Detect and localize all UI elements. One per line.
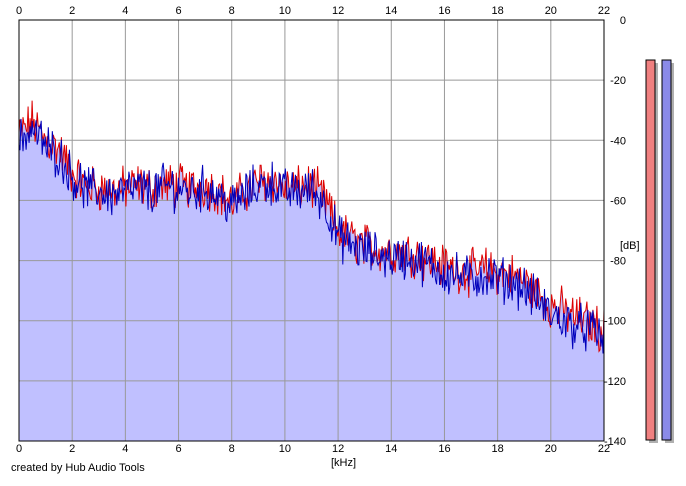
x-tick-label-bottom: 2 — [69, 443, 75, 455]
x-tick-label-bottom: 4 — [122, 443, 128, 455]
x-tick-label-top: 4 — [122, 5, 128, 17]
x-tick-label-top: 22 — [598, 5, 610, 17]
x-tick-label-top: 10 — [279, 5, 291, 17]
credit-text: created by Hub Audio Tools — [11, 462, 145, 474]
series-line-right — [18, 118, 605, 354]
series-layer — [18, 100, 605, 354]
peak-meter-bar — [645, 59, 656, 441]
x-axis-label: [kHz] — [331, 457, 357, 469]
y-tick-label: -20 — [610, 75, 626, 87]
x-tick-label-top: 18 — [492, 5, 504, 17]
y-tick-label: -100 — [604, 316, 626, 328]
x-tick-label-bottom: 12 — [332, 443, 344, 455]
x-tick-label-bottom: 18 — [492, 443, 504, 455]
plot-frame — [18, 19, 605, 442]
y-tick-label: -140 — [604, 436, 626, 448]
peak-meters — [645, 59, 674, 443]
y-axis-label: [dB] — [620, 240, 640, 252]
x-tick-label-top: 12 — [332, 5, 344, 17]
frame-layer — [18, 19, 605, 442]
x-tick-label-top: 20 — [545, 5, 557, 17]
x-tick-label-top: 6 — [175, 5, 181, 17]
x-tick-label-bottom: 0 — [16, 443, 22, 455]
x-tick-label-bottom: 16 — [438, 443, 450, 455]
spectrum-fill-layer — [19, 100, 604, 441]
y-tick-label: 0 — [620, 15, 626, 27]
x-tick-label-top: 0 — [16, 5, 22, 17]
y-tick-label: -120 — [604, 376, 626, 388]
x-tick-label-bottom: 10 — [279, 443, 291, 455]
x-tick-label-bottom: 6 — [175, 443, 181, 455]
y-tick-label: -60 — [610, 195, 626, 207]
x-tick-label-bottom: 22 — [598, 443, 610, 455]
x-tick-label-top: 8 — [229, 5, 235, 17]
x-tick-label-bottom: 14 — [385, 443, 397, 455]
x-tick-label-bottom: 8 — [229, 443, 235, 455]
x-tick-label-top: 2 — [69, 5, 75, 17]
x-tick-label-bottom: 20 — [545, 443, 557, 455]
x-tick-label-top: 14 — [385, 5, 397, 17]
spectrum-area — [19, 100, 604, 441]
y-tick-label: -80 — [610, 256, 626, 268]
peak-meter-bar — [661, 59, 672, 441]
x-tick-label-top: 16 — [438, 5, 450, 17]
y-tick-label: -40 — [610, 135, 626, 147]
tick-labels-layer: 002244668810101212141416161818202022220-… — [16, 5, 626, 455]
